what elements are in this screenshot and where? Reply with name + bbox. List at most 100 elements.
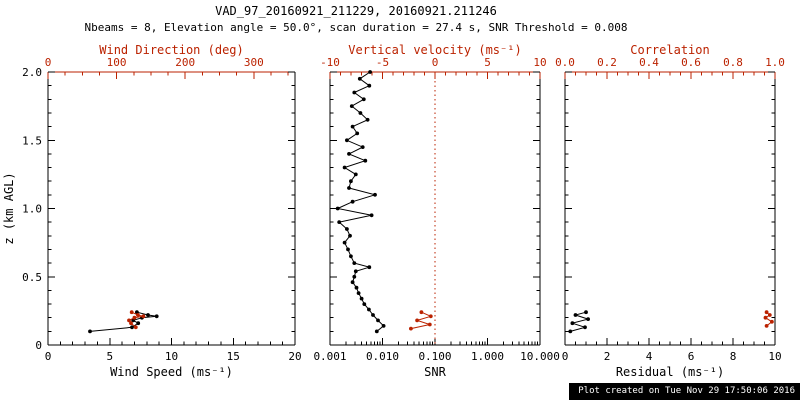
snr-point (360, 145, 365, 150)
residual-point (583, 325, 587, 330)
correlation-point (764, 310, 769, 315)
y-tick-label: 0.5 (22, 271, 42, 284)
correlation-point (770, 319, 774, 324)
x-axis-label-bottom: Residual (ms⁻¹) (616, 365, 724, 379)
snr-point (352, 274, 357, 279)
wind-direction-point (133, 325, 138, 330)
tick-label: 0 (432, 56, 439, 69)
tick-label: 0.100 (418, 350, 451, 363)
snr-point (349, 179, 353, 184)
x-axis-label-bottom: Wind Speed (ms⁻¹) (110, 365, 233, 379)
tick-label: 10 (768, 350, 781, 363)
x-axis-label-top: Wind Direction (deg) (99, 43, 244, 57)
x-axis-label-top: Vertical velocity (ms⁻¹) (348, 43, 521, 57)
tick-label: 8 (730, 350, 737, 363)
snr-point (347, 152, 351, 156)
x-axis-label-bottom: SNR (424, 365, 446, 379)
vertical-velocity-point (409, 326, 413, 331)
residual-point (586, 317, 590, 321)
footer-text: Plot created on Tue Nov 29 17:50:06 2016 (578, 386, 795, 396)
tick-label: -10 (320, 56, 340, 69)
snr-point (352, 90, 357, 95)
tick-label: 1.0 (765, 56, 785, 69)
vertical-velocity-line (410, 311, 433, 330)
y-axis-label: z (km AGL) (2, 172, 16, 244)
snr-point (349, 104, 354, 108)
snr-point (369, 213, 374, 218)
snr-point (353, 269, 358, 274)
wind-direction-point (132, 315, 137, 320)
residual-point (570, 321, 575, 326)
tick-label: 0.001 (313, 350, 346, 363)
snr-panel: 0.001 0.010 0.100 1.000 10.000 SNR -10 -5 0 5 10 Ve… (313, 43, 559, 379)
tick-label: 6 (688, 350, 695, 363)
snr-point (356, 291, 361, 295)
snr-point (367, 265, 372, 270)
tick-label: 2 (604, 350, 611, 363)
residual-point (584, 310, 588, 315)
snr-line (336, 71, 385, 332)
snr-point (374, 329, 379, 334)
snr-point (358, 111, 363, 115)
wind-direction-point (141, 314, 146, 319)
wind-speed-point (136, 321, 141, 326)
wind-panel: 0 5 10 15 20 Wind Speed (ms⁻¹) 0 100 200 300Wind … (2, 43, 302, 379)
tick-label: 10 (533, 56, 546, 69)
snr-point (367, 83, 372, 88)
tick-label: 20 (288, 350, 301, 363)
snr-point (345, 227, 349, 231)
snr-point (346, 247, 350, 252)
snr-point (359, 296, 364, 301)
snr-point (355, 131, 360, 136)
snr-point (362, 302, 367, 306)
vertical-velocity-point (428, 314, 433, 319)
tick-label: 0 (45, 350, 52, 363)
tick-label: 100 (107, 56, 127, 69)
tick-label: 0.2 (597, 56, 617, 69)
snr-point (345, 138, 349, 143)
snr-point (353, 172, 358, 177)
snr-point (373, 192, 377, 197)
wind-speed-point (146, 313, 150, 317)
tick-label: 15 (227, 350, 240, 363)
snr-point (354, 285, 359, 290)
snr-point (347, 186, 351, 190)
snr-point (349, 254, 353, 259)
tick-label: 0 (562, 350, 569, 363)
correlation-point (767, 313, 772, 317)
wind-speed-point (88, 329, 92, 334)
snr-point (350, 280, 355, 285)
wind-direction-point (127, 318, 131, 323)
snr-point (352, 261, 357, 265)
tick-label: 200 (175, 56, 195, 69)
snr-point (371, 313, 375, 317)
snr-point (337, 220, 342, 225)
snr-point (367, 307, 371, 312)
y-tick-label: 2.0 (22, 66, 42, 79)
tick-label: 0 (45, 56, 52, 69)
tick-label: -5 (376, 56, 389, 69)
snr-point (368, 70, 372, 74)
snr-point (342, 165, 347, 170)
y-tick-label: 0 (35, 339, 42, 352)
snr-point (381, 324, 386, 328)
tick-label: 4 (646, 350, 653, 363)
wind-speed-point (130, 325, 134, 330)
snr-point (363, 158, 368, 163)
snr-point (348, 233, 352, 238)
tick-label: 5 (106, 350, 113, 363)
tick-label: 10.000 (520, 350, 560, 363)
y-tick-label: 1.0 (22, 203, 42, 216)
snr-point (350, 199, 355, 204)
wind-direction-point (129, 310, 134, 315)
vertical-velocity-point (419, 310, 424, 315)
vertical-velocity-point (427, 322, 432, 327)
footer-credit: Plot created on Tue Nov 29 17:50:06 2016 (569, 383, 800, 400)
tick-label: 0.6 (681, 56, 701, 69)
correlation-point (764, 324, 769, 328)
residual-panel: 0 2 4 6 8 10 Residual (ms⁻¹) 0.0 0.2 0.4 0.6 0.8 1.0… (555, 43, 785, 379)
vertical-velocity-point (415, 318, 419, 323)
snr-point (376, 318, 380, 323)
snr-point (342, 240, 347, 245)
